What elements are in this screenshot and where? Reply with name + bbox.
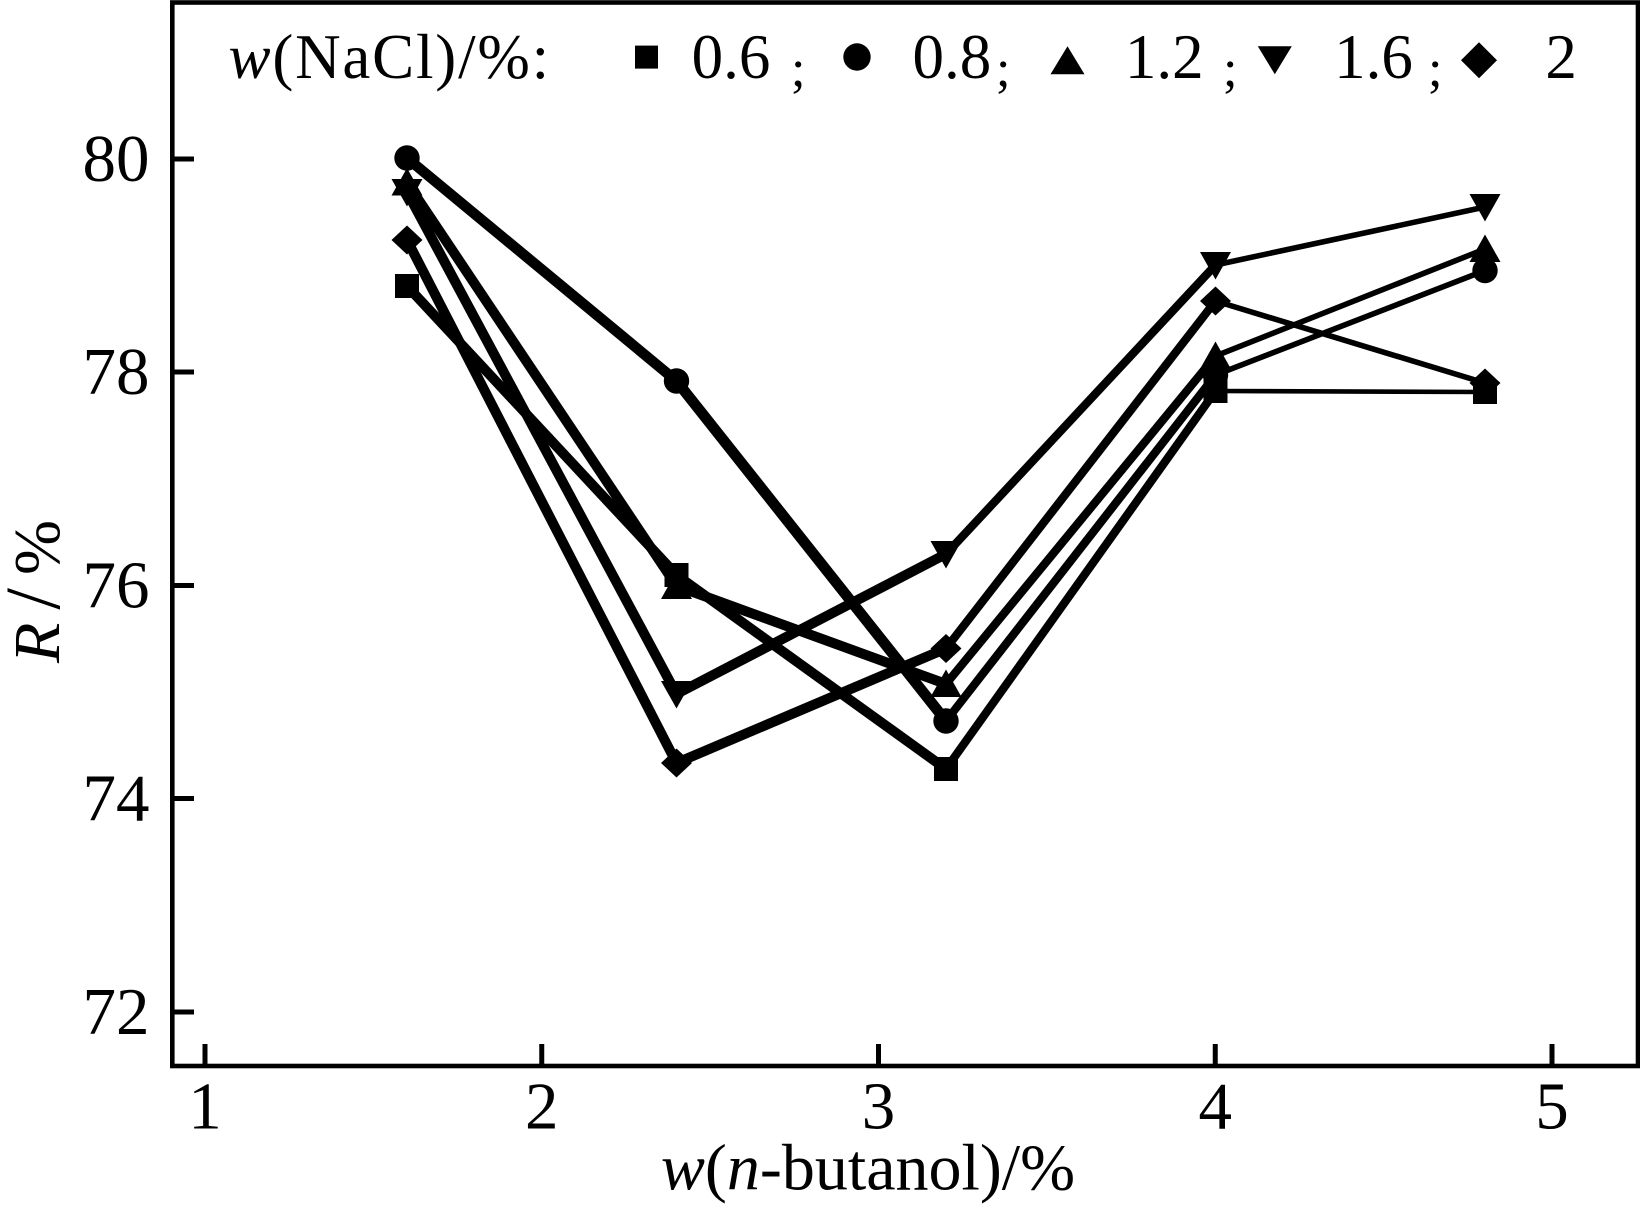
svg-text:4: 4 xyxy=(1199,1070,1233,1144)
svg-text:w(n-butanol)/%: w(n-butanol)/% xyxy=(661,1132,1075,1205)
svg-text:w(NaCl)/%:: w(NaCl)/%: xyxy=(229,22,551,92)
svg-text:2: 2 xyxy=(1545,22,1577,92)
svg-text:R/%: R/% xyxy=(0,507,76,664)
svg-text:74: 74 xyxy=(83,762,150,836)
svg-text:1.2: 1.2 xyxy=(1125,22,1204,92)
svg-text:;: ; xyxy=(791,41,805,98)
svg-text:1.6: 1.6 xyxy=(1334,22,1413,92)
svg-text:1: 1 xyxy=(188,1070,222,1144)
svg-text:;: ; xyxy=(1428,41,1442,98)
svg-text:3: 3 xyxy=(862,1070,896,1144)
svg-text:;: ; xyxy=(1223,41,1237,98)
svg-text:80: 80 xyxy=(83,122,150,196)
svg-text:5: 5 xyxy=(1535,1070,1569,1144)
svg-text:76: 76 xyxy=(83,549,150,623)
svg-text:0.6: 0.6 xyxy=(692,22,771,92)
svg-text:;: ; xyxy=(996,41,1010,98)
svg-text:0.8: 0.8 xyxy=(913,22,992,92)
svg-text:72: 72 xyxy=(83,975,150,1049)
svg-text:2: 2 xyxy=(525,1070,559,1144)
svg-text:78: 78 xyxy=(83,335,150,409)
